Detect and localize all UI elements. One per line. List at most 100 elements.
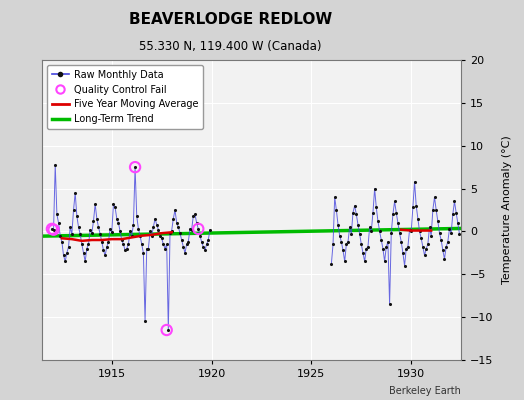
Point	[396, 230, 404, 236]
Point	[429, 207, 437, 213]
Point	[182, 241, 191, 248]
Point	[194, 226, 202, 232]
Point	[372, 204, 380, 211]
Point	[416, 228, 424, 235]
Point	[384, 238, 392, 245]
Point	[154, 226, 162, 233]
Point	[161, 245, 169, 252]
Point	[344, 238, 352, 245]
Point	[131, 164, 139, 170]
Point	[74, 224, 83, 230]
Point	[63, 250, 71, 256]
Point	[139, 250, 148, 256]
Point	[341, 258, 349, 265]
Point	[347, 231, 355, 237]
Point	[196, 232, 204, 239]
Point	[394, 220, 402, 226]
Point	[422, 245, 430, 252]
Point	[387, 230, 396, 236]
Point	[201, 247, 209, 254]
Point	[412, 202, 420, 209]
Point	[103, 244, 111, 250]
Point	[354, 221, 362, 228]
Point	[156, 232, 164, 239]
Point	[116, 228, 124, 235]
Point	[335, 232, 344, 239]
Point	[83, 245, 91, 252]
Point	[449, 211, 457, 218]
Point	[107, 229, 116, 236]
Point	[106, 226, 114, 232]
Point	[91, 201, 100, 207]
Point	[48, 226, 56, 232]
Point	[174, 224, 182, 230]
Point	[164, 327, 172, 333]
Point	[397, 238, 406, 245]
Point	[144, 245, 152, 252]
Point	[186, 226, 194, 232]
Point	[66, 224, 74, 230]
Point	[119, 241, 128, 248]
Point	[435, 230, 444, 236]
Point	[380, 258, 389, 265]
Point	[162, 327, 171, 333]
Point	[58, 238, 66, 245]
Point	[386, 301, 394, 308]
Point	[334, 221, 342, 228]
Point	[188, 226, 196, 233]
Point	[69, 207, 78, 213]
Point	[434, 218, 442, 224]
Point	[178, 237, 186, 243]
Point	[101, 252, 110, 259]
Point	[369, 209, 377, 216]
Point	[452, 209, 460, 216]
Point	[53, 211, 61, 218]
Point	[137, 241, 146, 248]
Point	[447, 230, 455, 236]
Point	[332, 207, 341, 213]
Point	[202, 241, 211, 248]
Point	[73, 213, 81, 219]
Point	[374, 218, 382, 224]
Point	[54, 220, 63, 226]
Point	[131, 164, 139, 170]
Point	[430, 194, 439, 200]
Point	[419, 244, 427, 250]
Point	[127, 232, 136, 239]
Point	[420, 252, 429, 259]
Point	[406, 226, 414, 233]
Point	[68, 231, 76, 237]
Point	[402, 245, 410, 252]
Point	[427, 232, 435, 239]
Point	[84, 241, 93, 248]
Point	[329, 241, 337, 248]
Point	[78, 241, 86, 248]
Point	[423, 241, 432, 248]
Point	[109, 201, 117, 207]
Point	[141, 318, 149, 325]
Point	[382, 244, 390, 250]
Point	[56, 232, 64, 239]
Point	[114, 220, 123, 226]
Point	[379, 245, 387, 252]
Point	[151, 215, 159, 222]
Point	[194, 226, 202, 232]
Point	[359, 250, 367, 256]
Point	[181, 250, 189, 256]
Point	[390, 198, 399, 205]
Point	[455, 231, 464, 237]
Point	[331, 194, 339, 200]
Point	[81, 258, 90, 265]
Point	[437, 237, 445, 243]
Point	[104, 238, 113, 245]
Legend: Raw Monthly Data, Quality Control Fail, Five Year Moving Average, Long-Term Tren: Raw Monthly Data, Quality Control Fail, …	[47, 65, 203, 129]
Point	[400, 262, 409, 269]
Point	[345, 224, 354, 230]
Point	[364, 244, 372, 250]
Point	[450, 198, 458, 205]
Point	[339, 247, 347, 254]
Point	[89, 218, 97, 224]
Point	[439, 247, 447, 254]
Point	[444, 238, 452, 245]
Point	[204, 237, 212, 243]
